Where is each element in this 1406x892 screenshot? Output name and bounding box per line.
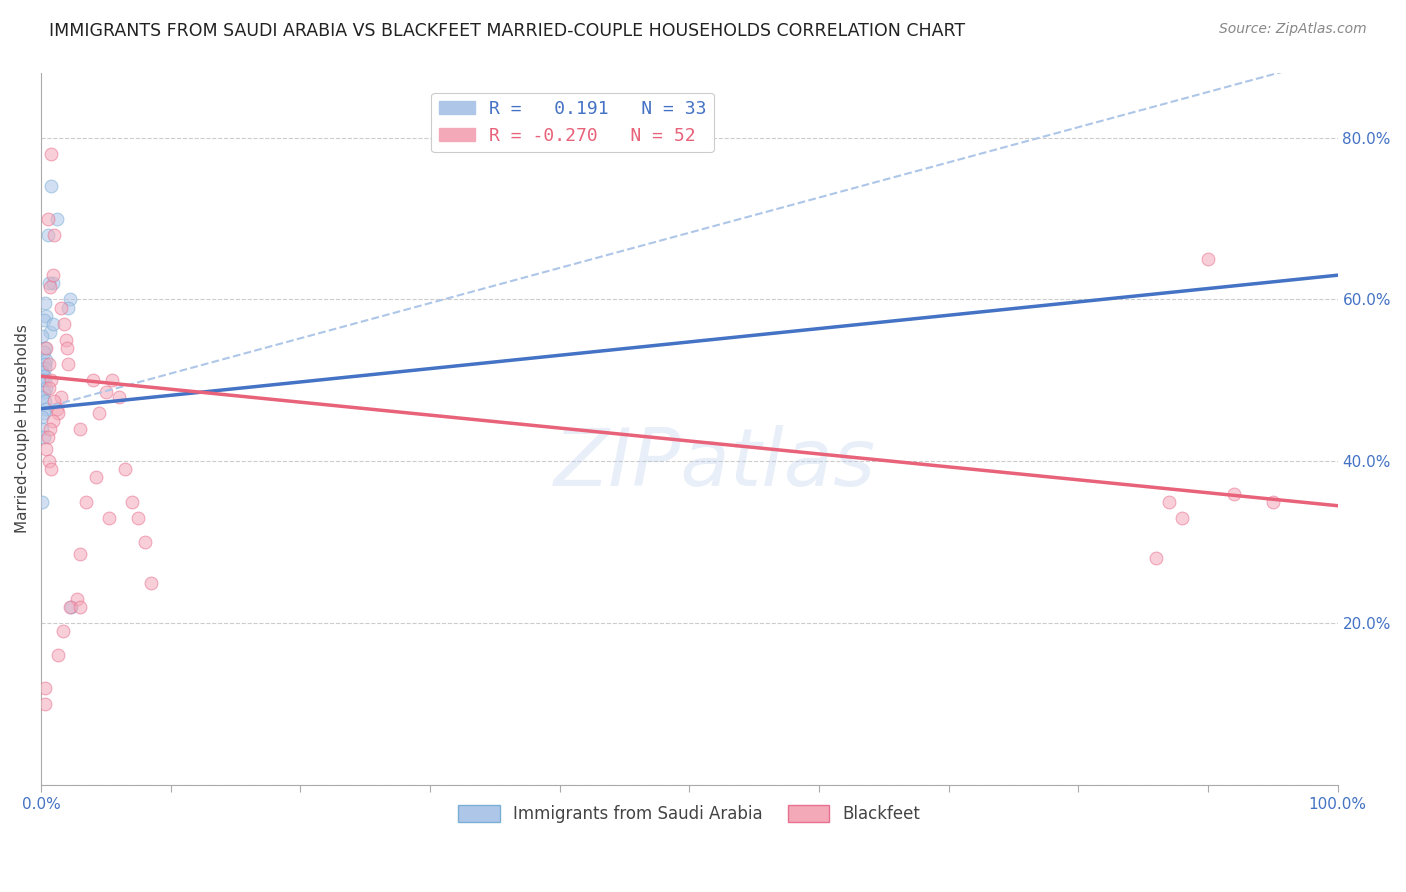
Point (32, 345, 55, 359)
Point (38, 454, 60, 468)
Point (56, 341, 79, 355)
Point (37, 430, 59, 444)
Point (35, 442, 58, 456)
Point (32, 312, 55, 326)
Point (34, 361, 56, 376)
Point (31, 494, 53, 508)
Point (134, 535, 156, 549)
Point (45, 211, 67, 226)
Point (39, 422, 62, 436)
Point (37, 227, 59, 242)
Point (42, 317, 65, 331)
Point (34, 357, 56, 371)
Point (32, 369, 55, 384)
Point (42, 227, 65, 242)
Point (97, 511, 120, 525)
Point (35, 381, 58, 395)
Point (55, 333, 77, 347)
Point (39, 325, 62, 339)
Point (31, 422, 53, 436)
Point (82, 373, 104, 387)
Point (38, 381, 60, 395)
Point (94, 385, 117, 400)
Point (41, 373, 63, 387)
Point (69, 547, 91, 561)
Point (121, 494, 143, 508)
Point (31, 373, 53, 387)
Point (34, 296, 56, 310)
Point (58, 357, 80, 371)
Point (141, 575, 163, 590)
Point (49, 390, 72, 404)
Point (58, 301, 80, 315)
Point (38, 357, 60, 371)
Point (37, 211, 59, 226)
Point (34, 373, 56, 387)
Point (35, 353, 58, 368)
Point (45, 401, 67, 416)
Text: IMMIGRANTS FROM SAUDI ARABIA VS BLACKFEET MARRIED-COUPLE HOUSEHOLDS CORRELATION : IMMIGRANTS FROM SAUDI ARABIA VS BLACKFEE… (49, 22, 966, 40)
Point (42, 414, 65, 428)
Point (46, 406, 69, 420)
Point (38, 277, 60, 291)
Point (76, 494, 98, 508)
Legend: Immigrants from Saudi Arabia, Blackfeet: Immigrants from Saudi Arabia, Blackfeet (451, 798, 928, 830)
Point (34, 697, 56, 711)
Point (59, 599, 82, 614)
Point (1261, 494, 1284, 508)
Point (41, 179, 63, 194)
Point (41, 146, 63, 161)
Point (34, 341, 56, 355)
Point (1159, 494, 1181, 508)
Point (127, 511, 149, 525)
Point (108, 390, 131, 404)
Point (1171, 511, 1194, 525)
Point (31, 329, 53, 343)
Point (1223, 486, 1246, 500)
Point (69, 599, 91, 614)
Point (31, 390, 53, 404)
Point (35, 401, 58, 416)
Point (66, 591, 89, 606)
Text: ZIPatlas: ZIPatlas (554, 425, 876, 503)
Point (31, 365, 53, 379)
Point (49, 301, 72, 315)
Point (32, 385, 55, 400)
Point (42, 268, 65, 283)
Point (52, 624, 75, 638)
Point (34, 681, 56, 695)
Point (42, 393, 65, 408)
Point (41, 462, 63, 476)
Y-axis label: Married-couple Households: Married-couple Households (15, 325, 30, 533)
Point (84, 470, 107, 484)
Point (35, 309, 58, 323)
Point (39, 280, 62, 294)
Point (89, 406, 111, 420)
Point (34, 393, 56, 408)
Point (32, 430, 55, 444)
Point (114, 462, 136, 476)
Text: Source: ZipAtlas.com: Source: ZipAtlas.com (1219, 22, 1367, 37)
Point (1197, 252, 1219, 266)
Point (53, 317, 76, 331)
Point (31, 409, 53, 424)
Point (59, 293, 82, 307)
Point (46, 648, 69, 663)
Point (32, 406, 55, 420)
Point (69, 422, 91, 436)
Point (42, 277, 65, 291)
Point (59, 599, 82, 614)
Point (101, 373, 124, 387)
Point (35, 341, 58, 355)
Point (1144, 551, 1167, 566)
